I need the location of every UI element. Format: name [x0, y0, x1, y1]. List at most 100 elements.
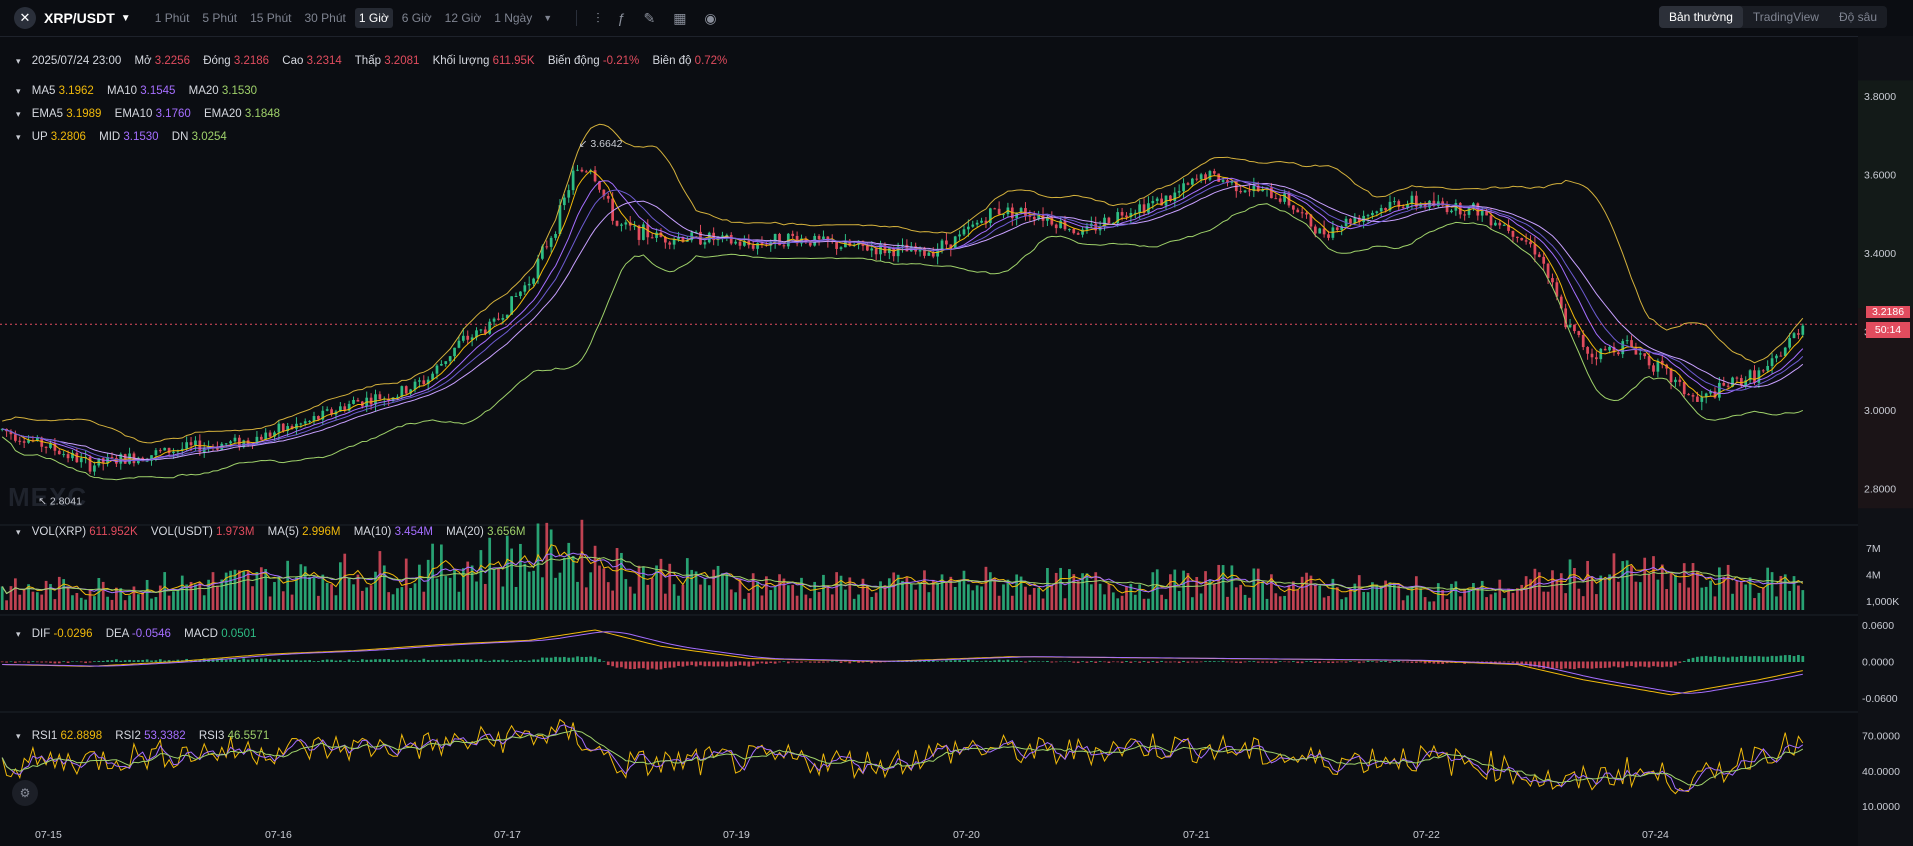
volume-bar: [22, 589, 26, 610]
macd-hist-bar: [1559, 661, 1563, 670]
collapse-chevron-icon[interactable]: ▾: [16, 109, 21, 119]
volume-bar: [541, 577, 544, 610]
tf-1d[interactable]: 1 Ngày: [494, 11, 533, 25]
tf-6h[interactable]: 6 Giờ: [401, 11, 432, 25]
chevron-down-icon[interactable]: ▼: [120, 12, 131, 24]
macd-hist-bar: [1116, 661, 1120, 663]
volume-bar: [1458, 596, 1462, 610]
collapse-chevron-icon[interactable]: ▾: [16, 56, 21, 66]
camera-icon[interactable]: ◉: [704, 9, 717, 26]
candle: [1318, 228, 1322, 234]
macd-hist-bar: [163, 660, 167, 662]
candle: [1599, 348, 1603, 360]
volume-bar: [510, 548, 513, 610]
macd-hist-bar: [176, 659, 180, 662]
candle: [615, 220, 619, 226]
tf-12h[interactable]: 12 Giờ: [444, 11, 482, 25]
macd-hist-bar: [1573, 661, 1576, 670]
volume-bar: [1423, 597, 1427, 610]
candle: [1700, 397, 1704, 402]
volume-bar: [646, 584, 650, 610]
collapse-chevron-icon[interactable]: ▾: [16, 731, 21, 741]
collapse-chevron-icon[interactable]: ▾: [16, 132, 21, 142]
vol-ma20-label: MA(20): [446, 526, 484, 538]
volume-bar: [1406, 595, 1409, 610]
macd-hist-bar: [216, 659, 219, 662]
volume-bar: [1217, 564, 1221, 610]
collapse-chevron-icon[interactable]: ▾: [16, 629, 21, 639]
view-basic[interactable]: Bản thường: [1658, 6, 1743, 28]
macd-hist-bar: [461, 659, 465, 662]
macd-hist-bar: [224, 659, 228, 662]
macd-hist-bar: [1125, 661, 1128, 662]
symbol-pair[interactable]: XRP/USDT: [44, 10, 115, 26]
tf-1m[interactable]: 1 Phút: [154, 11, 190, 25]
tf-30m[interactable]: 30 Phút: [304, 11, 346, 25]
candle: [1419, 204, 1423, 207]
candle: [993, 208, 997, 210]
volume-bar: [1186, 573, 1190, 610]
tf-15m[interactable]: 15 Phút: [250, 11, 292, 25]
candle: [721, 235, 724, 237]
volume-bar: [1344, 597, 1348, 610]
candle: [1450, 210, 1453, 213]
collapse-chevron-icon[interactable]: ▾: [16, 86, 21, 96]
volume-bar: [1300, 576, 1304, 610]
macd-hist-bar: [1292, 661, 1295, 662]
macd-hist-bar: [747, 661, 751, 667]
view-tradingview[interactable]: TradingView: [1752, 10, 1819, 24]
macd-hist-bar: [967, 659, 970, 662]
macd-hist-bar: [1037, 661, 1041, 662]
volume-bar: [1739, 581, 1743, 610]
volume-bar: [892, 572, 896, 610]
macd-hist-bar: [1072, 661, 1076, 663]
volume-bar: [918, 583, 922, 610]
tf-5m[interactable]: 5 Phút: [202, 11, 238, 25]
candle: [1494, 222, 1497, 226]
volume-bar: [1577, 588, 1581, 610]
volume-bar: [848, 577, 852, 610]
candle: [396, 396, 399, 398]
settings-panel-icon[interactable]: ⚙: [12, 780, 38, 806]
tf-1h[interactable]: 1 Giờ: [354, 8, 393, 28]
volume-bar: [716, 565, 720, 610]
volume-bar: [874, 592, 878, 610]
volume-bar: [1744, 584, 1748, 610]
volume-bar: [172, 591, 175, 610]
macd-hist-bar: [488, 660, 492, 662]
candle: [1414, 195, 1418, 207]
candle: [62, 454, 66, 456]
macd-hist-bar: [422, 658, 426, 662]
candle: [1792, 333, 1796, 339]
candle: [1322, 228, 1326, 235]
candle: [1129, 213, 1133, 218]
dif-line: [2, 629, 1803, 696]
indicator-icon[interactable]: ⫶: [596, 9, 600, 26]
candle: [1261, 189, 1264, 192]
x-logo-icon[interactable]: ✕: [14, 7, 36, 29]
volume-bar: [756, 581, 759, 610]
macd-hist-bar: [1371, 661, 1374, 662]
layout-grid-icon[interactable]: ▦: [673, 9, 687, 26]
candle: [650, 237, 654, 239]
candle: [1111, 222, 1115, 224]
function-icon[interactable]: ƒ: [617, 10, 626, 26]
draw-pencil-icon[interactable]: ✎: [643, 9, 656, 26]
candle: [303, 421, 307, 424]
candle: [1529, 241, 1532, 245]
candle: [988, 208, 992, 223]
macd-hist-bar: [905, 661, 909, 662]
view-depth[interactable]: Độ sâu: [1838, 10, 1877, 24]
dea-label: DEA: [105, 628, 129, 640]
volume-bar: [804, 594, 808, 610]
macd-hist-bar: [136, 660, 140, 662]
collapse-chevron-icon[interactable]: ▾: [16, 527, 21, 537]
macd-hist-bar: [334, 660, 338, 662]
macd-hist-bar: [611, 661, 615, 667]
timeframe-dropdown-icon[interactable]: ▼: [543, 13, 553, 23]
macd-hist-bar: [817, 661, 821, 663]
macd-hist-bar: [1287, 661, 1291, 663]
candle: [923, 247, 926, 256]
volume-bar: [1164, 599, 1168, 610]
